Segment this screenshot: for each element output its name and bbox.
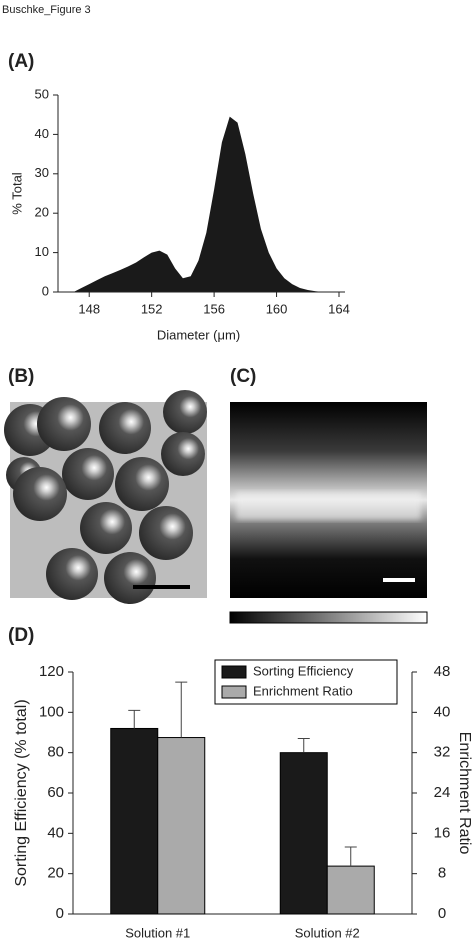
- error-bar: [128, 709, 141, 729]
- legend-swatch: [221, 665, 247, 679]
- bar: [326, 865, 375, 915]
- y-tick-label: 10: [35, 244, 49, 259]
- y2-tick-label: 40: [434, 703, 451, 720]
- y2-tick-label: 48: [434, 663, 451, 680]
- y-tick-label: 30: [35, 165, 49, 180]
- y2-tick-label: 24: [434, 784, 451, 801]
- y2-axis-label: Enrichment Ratio: [456, 732, 473, 855]
- panel-label: (D): [8, 625, 34, 646]
- error-bar: [344, 846, 357, 867]
- panel-label: (C): [230, 366, 256, 387]
- y-tick-label: 50: [35, 86, 49, 101]
- x-axis-label: Diameter (μm): [157, 327, 240, 342]
- error-bar: [297, 738, 310, 753]
- y-tick-label: 120: [39, 663, 64, 680]
- bar: [110, 727, 159, 915]
- y-tick-label: 0: [56, 905, 64, 922]
- bar: [279, 752, 328, 915]
- bar: [157, 737, 206, 915]
- y2-tick-label: 32: [434, 744, 451, 761]
- y-tick-label: 40: [35, 126, 49, 141]
- y-tick-label: 40: [47, 824, 64, 841]
- x-tick-label: Solution #2: [295, 925, 360, 940]
- panel-label: (A): [8, 51, 34, 72]
- bead-image: [4, 390, 207, 604]
- legend-swatch: [221, 685, 247, 699]
- y-tick-label: 20: [35, 205, 49, 220]
- y-tick-label: 80: [47, 744, 64, 761]
- y2-tick-label: 16: [434, 824, 451, 841]
- x-tick-label: 152: [141, 301, 163, 316]
- x-tick-label: 160: [266, 301, 288, 316]
- x-tick-label: 148: [78, 301, 100, 316]
- x-tick-label: Solution #1: [125, 925, 190, 940]
- legend-label: Sorting Efficiency: [253, 663, 354, 678]
- area: [73, 116, 324, 292]
- y2-tick-label: 8: [438, 865, 446, 882]
- colorbar: [229, 611, 428, 624]
- error-bar: [175, 681, 188, 738]
- y2-tick-label: 0: [438, 905, 446, 922]
- fluorescence-image: [230, 402, 427, 598]
- header: Buschke_Figure 3: [2, 4, 91, 16]
- y-tick-label: 20: [47, 865, 64, 882]
- y-tick-label: 100: [39, 703, 64, 720]
- panel-label: (B): [8, 366, 34, 387]
- y-tick-label: 0: [42, 283, 49, 298]
- legend-label: Enrichment Ratio: [253, 683, 353, 698]
- y-axis-label: Sorting Efficiency (% total): [13, 699, 30, 886]
- y-axis-label: % Total: [9, 172, 24, 215]
- x-tick-label: 164: [328, 301, 350, 316]
- x-tick-label: 156: [203, 301, 225, 316]
- y-tick-label: 60: [47, 784, 64, 801]
